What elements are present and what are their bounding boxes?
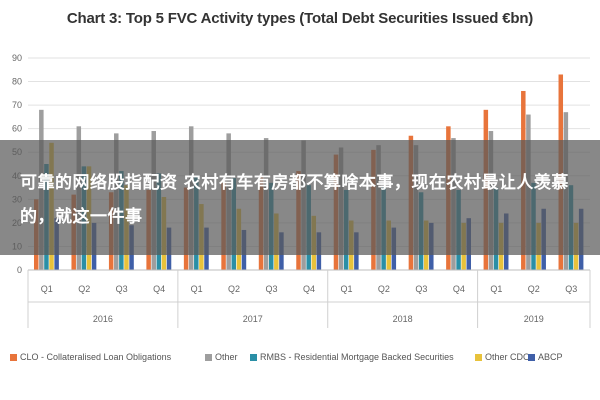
x-group-label: 2019 <box>524 314 544 324</box>
legend-item: CLO - Collateralised Loan Obligations <box>10 352 171 362</box>
y-tick-label: 80 <box>12 77 22 87</box>
legend-swatch <box>528 353 535 361</box>
legend-item: Other CDO <box>475 352 530 362</box>
legend-swatch <box>205 353 212 361</box>
x-tick-label: Q3 <box>116 284 128 294</box>
x-tick-label: Q1 <box>340 284 352 294</box>
legend-item: ABCP <box>528 352 563 362</box>
x-tick-label: Q4 <box>303 284 315 294</box>
legend-item: Other <box>205 352 238 362</box>
chart-title: Chart 3: Top 5 FVC Activity types (Total… <box>66 10 534 27</box>
x-tick-label: Q2 <box>528 284 540 294</box>
legend-swatch <box>475 353 482 361</box>
y-tick-label: 0 <box>17 265 22 275</box>
x-tick-label: Q2 <box>78 284 90 294</box>
x-group-label: 2016 <box>93 314 113 324</box>
chart-legend: CLO - Collateralised Loan Obligations Oth… <box>10 352 595 366</box>
x-tick-label: Q2 <box>378 284 390 294</box>
x-tick-label: Q1 <box>41 284 53 294</box>
x-tick-label: Q3 <box>415 284 427 294</box>
y-tick-label: 70 <box>12 100 22 110</box>
x-tick-label: Q4 <box>453 284 465 294</box>
legend-item: RMBS - Residential Mortgage Backed Secur… <box>250 352 454 362</box>
y-tick-label: 90 <box>12 53 22 63</box>
y-tick-label: 60 <box>12 124 22 134</box>
legend-swatch <box>250 353 257 361</box>
overlay-headline: 可靠的网络股指配资 农村有车有房都不算啥本事，现在农村最让人羡慕的，就这一件事 <box>20 173 569 227</box>
x-tick-label: Q4 <box>153 284 165 294</box>
legend-label: Other <box>215 352 238 362</box>
x-tick-label: Q1 <box>191 284 203 294</box>
legend-label: RMBS - Residential Mortgage Backed Secur… <box>260 352 454 362</box>
x-tick-label: Q3 <box>565 284 577 294</box>
legend-label: Other CDO <box>485 352 531 362</box>
x-tick-label: Q2 <box>228 284 240 294</box>
legend-label: ABCP <box>538 352 563 362</box>
legend-swatch <box>10 353 17 361</box>
text-overlay-banner <box>0 140 600 255</box>
x-group-label: 2017 <box>243 314 263 324</box>
legend-label: CLO - Collateralised Loan Obligations <box>20 352 172 362</box>
x-group-label: 2018 <box>393 314 413 324</box>
x-tick-label: Q1 <box>490 284 502 294</box>
x-tick-label: Q3 <box>266 284 278 294</box>
